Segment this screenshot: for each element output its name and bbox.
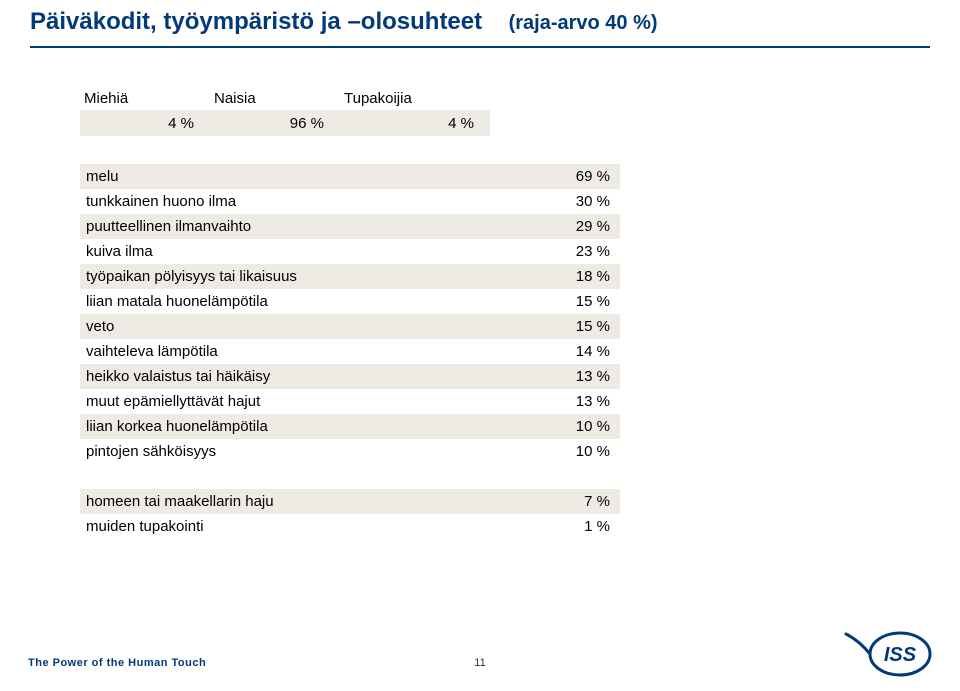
- factors-gap: [80, 464, 620, 489]
- factor-row: melu69 %: [80, 164, 620, 189]
- factor-row: pintojen sähköisyys10 %: [80, 439, 620, 464]
- stats-values-row: 4 % 96 % 4 %: [80, 110, 620, 136]
- factor-value: 15 %: [530, 318, 620, 335]
- factor-value: 18 %: [530, 268, 620, 285]
- naisia-label: Naisia: [210, 86, 340, 110]
- factor-row: puutteellinen ilmanvaihto29 %: [80, 214, 620, 239]
- factor-row: muiden tupakointi1 %: [80, 514, 620, 539]
- iss-logo: ISS: [844, 608, 934, 683]
- factor-label: muut epämiellyttävät hajut: [80, 393, 530, 410]
- tupakoijia-label: Tupakoijia: [340, 86, 490, 110]
- factor-label: heikko valaistus tai häikäisy: [80, 368, 530, 385]
- factor-row: veto15 %: [80, 314, 620, 339]
- factor-row: liian korkea huonelämpötila10 %: [80, 414, 620, 439]
- stats-labels-row: Miehiä Naisia Tupakoijia: [80, 86, 620, 110]
- page-title: Päiväkodit, työympäristö ja –olosuhteet: [30, 8, 482, 35]
- miehia-value: 4 %: [80, 110, 210, 136]
- factor-row: työpaikan pölyisyys tai likaisuus18 %: [80, 264, 620, 289]
- factor-label: tunkkainen huono ilma: [80, 193, 530, 210]
- factor-row: liian matala huonelämpötila15 %: [80, 289, 620, 314]
- factor-label: pintojen sähköisyys: [80, 443, 530, 460]
- slide-page: Päiväkodit, työympäristö ja –olosuhteet …: [0, 0, 960, 691]
- factor-value: 13 %: [530, 368, 620, 385]
- factor-value: 1 %: [530, 518, 620, 535]
- title-row: Päiväkodit, työympäristö ja –olosuhteet …: [0, 0, 960, 42]
- factors-table-top: melu69 %tunkkainen huono ilma30 %puuttee…: [80, 164, 620, 464]
- factor-value: 10 %: [530, 443, 620, 460]
- factor-value: 7 %: [530, 493, 620, 510]
- factor-row: heikko valaistus tai häikäisy13 %: [80, 364, 620, 389]
- factor-label: muiden tupakointi: [80, 518, 530, 535]
- factor-label: melu: [80, 168, 530, 185]
- miehia-label: Miehiä: [80, 86, 210, 110]
- factor-value: 23 %: [530, 243, 620, 260]
- logo-text: ISS: [884, 644, 917, 666]
- page-subtitle: (raja-arvo 40 %): [509, 12, 658, 34]
- factor-label: vaihteleva lämpötila: [80, 343, 530, 360]
- factor-row: kuiva ilma23 %: [80, 239, 620, 264]
- factor-value: 15 %: [530, 293, 620, 310]
- factor-row: vaihteleva lämpötila14 %: [80, 339, 620, 364]
- factor-label: liian matala huonelämpötila: [80, 293, 530, 310]
- factor-value: 13 %: [530, 393, 620, 410]
- naisia-value: 96 %: [210, 110, 340, 136]
- factor-value: 69 %: [530, 168, 620, 185]
- factor-label: kuiva ilma: [80, 243, 530, 260]
- factor-label: liian korkea huonelämpötila: [80, 418, 530, 435]
- factor-label: puutteellinen ilmanvaihto: [80, 218, 530, 235]
- factor-value: 14 %: [530, 343, 620, 360]
- tupakoijia-value: 4 %: [340, 110, 490, 136]
- factor-label: veto: [80, 318, 530, 335]
- factor-value: 30 %: [530, 193, 620, 210]
- factor-row: homeen tai maakellarin haju7 %: [80, 489, 620, 514]
- factor-row: muut epämiellyttävät hajut13 %: [80, 389, 620, 414]
- factor-value: 10 %: [530, 418, 620, 435]
- footer-tagline: The Power of the Human Touch: [28, 657, 206, 669]
- factor-row: tunkkainen huono ilma30 %: [80, 189, 620, 214]
- factor-label: työpaikan pölyisyys tai likaisuus: [80, 268, 530, 285]
- gender-smoker-stats: Miehiä Naisia Tupakoijia 4 % 96 % 4 %: [80, 86, 620, 136]
- page-number: 11: [474, 657, 485, 669]
- content-area: Miehiä Naisia Tupakoijia 4 % 96 % 4 % me…: [0, 48, 620, 539]
- factor-value: 29 %: [530, 218, 620, 235]
- factor-label: homeen tai maakellarin haju: [80, 493, 530, 510]
- factors-table-bottom: homeen tai maakellarin haju7 %muiden tup…: [80, 489, 620, 539]
